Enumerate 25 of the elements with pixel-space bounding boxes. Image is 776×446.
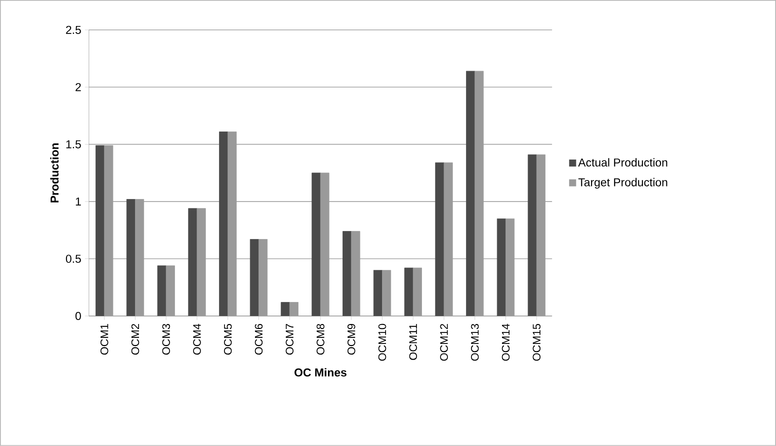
x-tick-label: OCM11 bbox=[409, 324, 417, 360]
x-tick-label: OCM9 bbox=[347, 324, 356, 355]
y-tick-label: 2 bbox=[76, 83, 81, 92]
x-tick-label: OCM15 bbox=[532, 324, 540, 361]
y-tick-label: 1 bbox=[76, 198, 81, 206]
legend-label: Actual Production bbox=[578, 158, 668, 167]
x-tick-label: OCM14 bbox=[502, 324, 510, 361]
legend-label: Target Production bbox=[578, 178, 668, 189]
y-tick-label: 1.5 bbox=[66, 140, 81, 148]
x-tick-label: OCM1 bbox=[100, 324, 108, 355]
x-tick-label: OCM7 bbox=[286, 324, 294, 355]
x-tick-label: OCM10 bbox=[378, 324, 386, 361]
x-tick-label: OCM13 bbox=[470, 324, 479, 361]
x-tick-label: OCM2 bbox=[131, 324, 140, 355]
x-tick-label: OCM4 bbox=[193, 324, 201, 355]
x-tick-label: OCM12 bbox=[440, 324, 448, 361]
y-axis-title: Production bbox=[50, 143, 59, 202]
x-axis-title: OC Mines bbox=[294, 368, 346, 377]
y-tick-label: 0 bbox=[75, 312, 81, 320]
x-tick-label: OCM5 bbox=[224, 324, 232, 355]
x-tick-label: OCM3 bbox=[162, 324, 170, 355]
y-tick-label: 2.5 bbox=[66, 26, 81, 34]
x-tick-label: OCM6 bbox=[254, 324, 263, 355]
y-tick-label: 0.5 bbox=[66, 254, 81, 263]
x-tick-label: OCM8 bbox=[316, 324, 324, 355]
